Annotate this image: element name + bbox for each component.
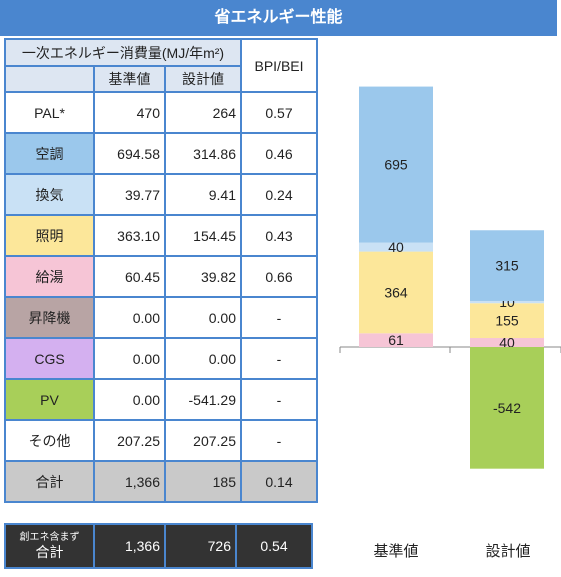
x-category-standard: 基準値: [373, 543, 419, 560]
row-ratio: 0.43: [240, 214, 318, 257]
net-total-standard: 1,366: [93, 523, 166, 569]
row-label: PAL*: [4, 91, 95, 134]
row-label: 昇降機: [4, 296, 95, 339]
performance-table: 一次エネルギー消費量(MJ/年m²) BPI/BEI 基準値 設計値 PAL* 4…: [4, 38, 318, 503]
row-standard: 60.45: [93, 255, 166, 298]
row-design: 39.82: [164, 255, 242, 298]
row-design: 9.41: [164, 173, 242, 216]
bar-data-label: 40: [388, 239, 404, 255]
total-ratio: 0.14: [240, 460, 318, 503]
row-label: CGS: [4, 337, 95, 380]
row-standard: 207.25: [93, 419, 166, 462]
row-label: 給湯: [4, 255, 95, 298]
total-design: 185: [164, 460, 242, 503]
row-standard: 0.00: [93, 337, 166, 380]
bar-data-label: 364: [384, 284, 408, 300]
bar-segment: [359, 242, 433, 252]
page-title: 省エネルギー性能: [0, 0, 557, 36]
table-row: PV 0.00 -541.29-: [4, 378, 318, 421]
row-standard: 694.58: [93, 132, 166, 175]
bar-data-label: 61: [388, 332, 404, 348]
row-design: 0.00: [164, 296, 242, 339]
row-ratio: -: [240, 296, 318, 339]
row-ratio: 0.57: [240, 91, 318, 134]
bar-segment: [470, 347, 544, 469]
row-ratio: 0.66: [240, 255, 318, 298]
net-total-title: 合計: [35, 543, 64, 560]
bar-data-label: 40: [499, 335, 515, 351]
row-design: 314.86: [164, 132, 242, 175]
bar-segment: [470, 303, 544, 339]
row-label: PV: [4, 378, 95, 421]
row-design: 207.25: [164, 419, 242, 462]
net-total-design: 726: [164, 523, 237, 569]
row-design: -541.29: [164, 378, 242, 421]
bar-data-label: -542: [493, 400, 521, 416]
table-row: 照明 363.10 154.45 0.43: [4, 214, 318, 257]
row-ratio: 0.46: [240, 132, 318, 175]
row-label: 照明: [4, 214, 95, 257]
total-label: 合計: [4, 460, 95, 503]
row-label: その他: [4, 419, 95, 462]
bar-segment: [470, 338, 544, 347]
header-standard: 基準値: [93, 65, 166, 93]
row-design: 0.00: [164, 337, 242, 380]
row-ratio: 0.24: [240, 173, 318, 216]
row-standard: 0.00: [93, 378, 166, 421]
net-total-note: 創エネ含まず: [19, 532, 80, 544]
row-ratio: -: [240, 337, 318, 380]
net-total-label: 創エネ含まず 合計: [4, 523, 95, 569]
bar-data-label: 155: [495, 313, 519, 329]
table-row: CGS 0.00 0.00-: [4, 337, 318, 380]
table-row: 空調 694.58 314.86 0.46: [4, 132, 318, 175]
table-row: 給湯 60.45 39.82 0.66: [4, 255, 318, 298]
row-ratio: -: [240, 419, 318, 462]
row-design: 154.45: [164, 214, 242, 257]
row-design: 264: [164, 91, 242, 134]
row-ratio: -: [240, 378, 318, 421]
net-total-table: 創エネ含まず 合計 1,366 726 0.54: [4, 523, 313, 569]
bar-segment: [470, 300, 544, 304]
bar-data-label: 695: [384, 157, 408, 173]
row-standard: 470: [93, 91, 166, 134]
table-row: 換気 39.77 9.41 0.24: [4, 173, 318, 216]
bar-data-label: 315: [495, 258, 519, 274]
bar-segment: [359, 251, 433, 334]
bar-segment: [470, 230, 544, 301]
table-row: その他 207.25 207.25-: [4, 419, 318, 462]
total-standard: 1,366: [93, 460, 166, 503]
table-row: PAL* 470 264 0.57: [4, 91, 318, 134]
bar-segment: [359, 333, 433, 347]
net-total-ratio: 0.54: [235, 523, 313, 569]
row-standard: 39.77: [93, 173, 166, 216]
header-bpi-bei: BPI/BEI: [240, 38, 318, 93]
bar-segment: [359, 86, 433, 243]
row-label: 空調: [4, 132, 95, 175]
row-label: 換気: [4, 173, 95, 216]
row-standard: 0.00: [93, 296, 166, 339]
x-category-design: 設計値: [485, 543, 531, 560]
header-design: 設計値: [164, 65, 242, 93]
table-row: 昇降機 0.00 0.00-: [4, 296, 318, 339]
row-standard: 363.10: [93, 214, 166, 257]
header-energy-consumption: 一次エネルギー消費量(MJ/年m²): [4, 38, 242, 67]
